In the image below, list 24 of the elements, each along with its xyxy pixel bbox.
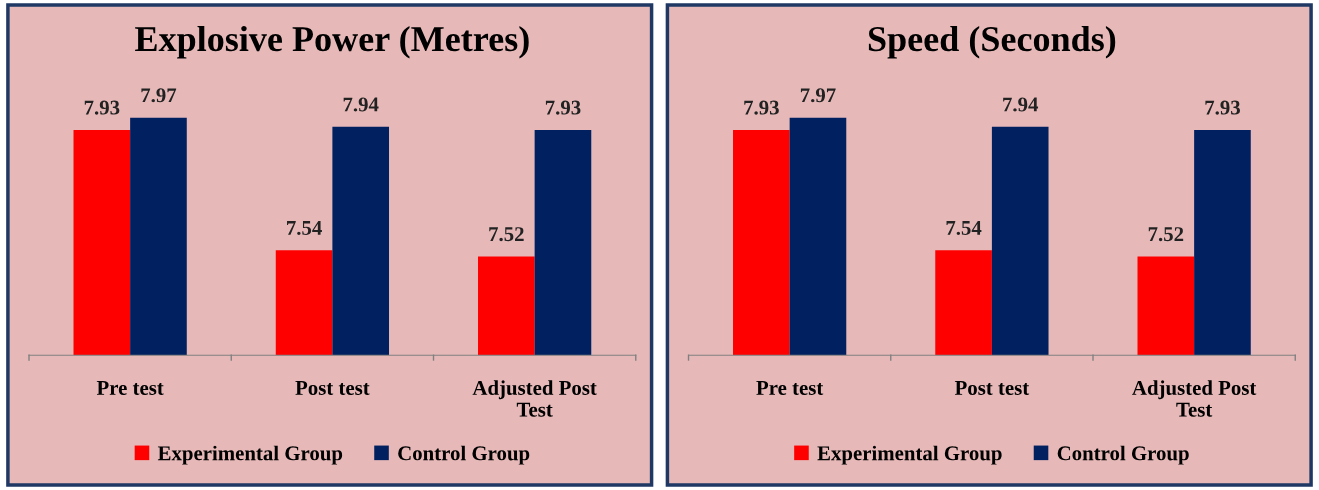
data-label: 7.52 — [489, 227, 524, 242]
data-label: 7.93 — [744, 100, 779, 115]
data-label: 7.52 — [1148, 227, 1184, 242]
data-label: 7.93 — [545, 100, 581, 115]
x-tick-label: Adjusted Post Test — [1132, 380, 1257, 417]
x-tick-label: Post test — [295, 381, 370, 395]
x-tick-label: Adjusted Post Test — [472, 380, 597, 417]
data-label: 7.94 — [343, 97, 379, 112]
data-label: 7.54 — [287, 221, 322, 236]
data-label: 7.93 — [84, 100, 120, 115]
x-tick-label: Post test — [954, 381, 1030, 395]
legend-label: Control Group — [398, 445, 530, 465]
chart-title: Speed (Seconds) — [868, 25, 1116, 59]
x-tick-label: Pre test — [756, 381, 824, 395]
legend-label: Control Group — [1057, 445, 1189, 465]
legend-label: Experimental Group — [157, 445, 343, 465]
x-tick-label: Pre test — [96, 381, 164, 395]
data-label: 7.93 — [1205, 100, 1240, 115]
data-label: 7.97 — [141, 88, 177, 103]
chart-title: Explosive Power (Metres) — [135, 25, 529, 59]
data-label: 7.97 — [800, 88, 836, 103]
data-label: 7.54 — [946, 221, 982, 236]
data-label: 7.94 — [1003, 97, 1039, 112]
legend-label: Experimental Group — [817, 445, 1002, 465]
